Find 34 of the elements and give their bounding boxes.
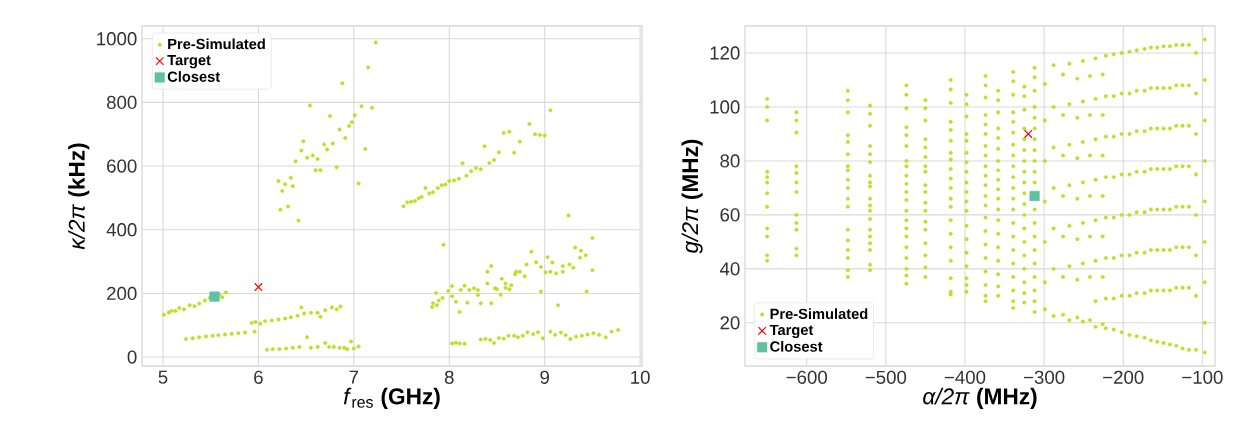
x-tick-label: 9 [540,370,549,384]
y-tick-label: 600 [107,159,137,173]
y-tick-label: 1000 [97,32,137,46]
y-tick-label: 100 [710,100,740,114]
x-tick-label: −400 [944,370,986,384]
x-tick-label: −200 [1103,370,1144,384]
y-tick-label: 400 [106,223,137,237]
x-tick-label: 8 [444,370,454,384]
y-tick-label: 40 [719,262,740,276]
y-tick-label: 120 [710,46,740,60]
legend-label: Pre-Simulated [168,38,265,50]
x-tick-label: 5 [158,370,168,384]
y-axis-title: κ/2π (kHz) [68,143,90,250]
y-tick-label: 0 [127,350,137,364]
x-tick-label: −600 [786,370,828,384]
legend-label: Closest [167,71,220,82]
y-tick-label: 80 [720,154,740,168]
x-tick-label: 10 [631,370,650,384]
y-axis-title: g/2π (MHz) [681,139,703,254]
legend-label: Target [167,55,211,69]
x-axis-title: α/2π (MHz) [923,387,1037,409]
x-tick-label: −500 [865,370,907,384]
legend-label: Closest [770,340,823,352]
legend-label: Pre-Simulated [770,308,868,320]
x-axis-title: f$_{res}$ (GHz) [343,387,440,409]
y-tick-label: 200 [107,286,137,301]
legend-label: Target [769,324,814,339]
y-tick-label: 800 [106,95,137,110]
x-tick-label: 7 [349,370,359,384]
y-tick-label: 20 [720,316,740,330]
x-tick-label: −300 [1023,370,1065,384]
x-tick-label: 6 [254,370,263,384]
y-tick-label: 60 [720,208,740,222]
x-tick-label: −100 [1182,370,1223,384]
